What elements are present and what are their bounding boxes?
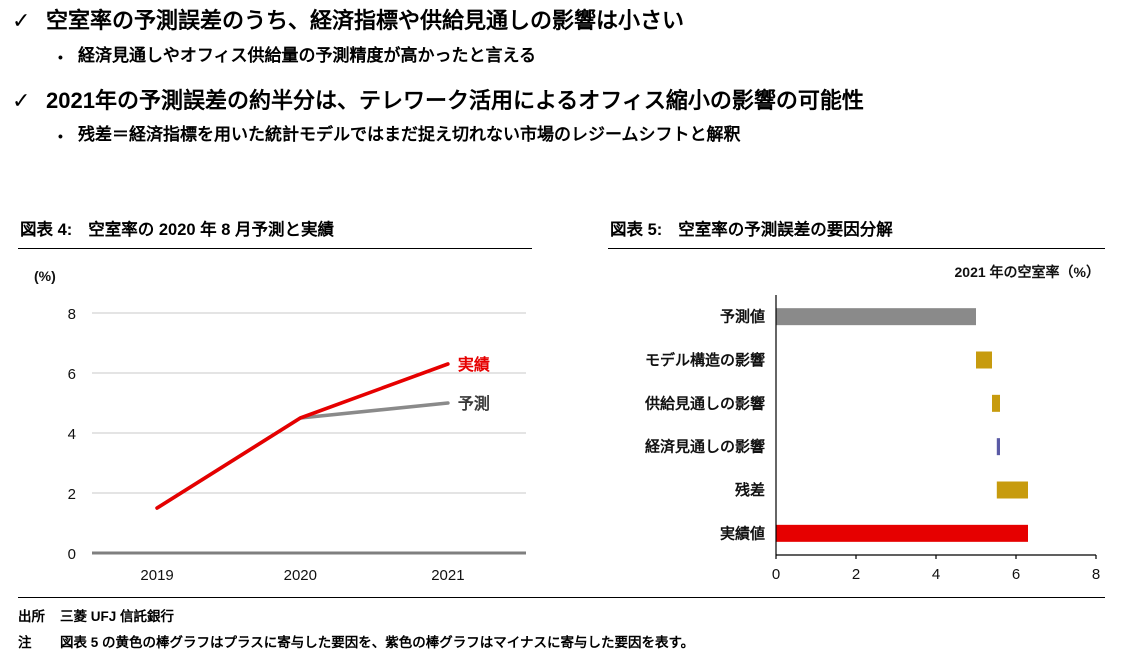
svg-text:予測: 予測 bbox=[458, 394, 490, 413]
svg-text:6: 6 bbox=[1012, 566, 1020, 583]
figure-4-title: 図表 4: 空室率の 2020 年 8 月予測と実績 bbox=[18, 214, 532, 249]
svg-text:残差: 残差 bbox=[735, 481, 765, 499]
svg-text:2021 年の空室率（%）: 2021 年の空室率（%） bbox=[955, 264, 1100, 280]
svg-text:2: 2 bbox=[68, 486, 76, 503]
bullet-item: • 経済見通しやオフィス供給量の予測精度が高かったと言える bbox=[58, 45, 1115, 67]
svg-text:4: 4 bbox=[932, 566, 940, 583]
note-label: 注 bbox=[18, 635, 32, 650]
svg-text:4: 4 bbox=[68, 426, 76, 443]
bullet-text: 2021年の予測誤差の約半分は、テレワーク活用によるオフィス縮小の影響の可能性 bbox=[46, 87, 864, 113]
figure-5-label: 図表 5: bbox=[610, 221, 663, 239]
summary-section: ✓ 空室率の予測誤差のうち、経済指標や供給見通しの影響は小さい • 経済見通しや… bbox=[12, 6, 1115, 147]
bullet-text: 残差＝経済指標を用いた統計モデルではまだ捉え切れない市場のレジームシフトと解釈 bbox=[78, 125, 741, 145]
vacancy-rate-line-chart: (%) 0 2 4 6 8 2019 2020 2021 予測 実績 bbox=[34, 268, 526, 584]
check-icon: ✓ bbox=[12, 8, 31, 33]
svg-text:2021: 2021 bbox=[431, 567, 464, 584]
svg-text:0: 0 bbox=[772, 566, 780, 583]
svg-text:モデル構造の影響: モデル構造の影響 bbox=[645, 351, 765, 369]
note-text: 図表 5 の黄色の棒グラフはプラスに寄与した要因を、紫色の棒グラフはマイナスに寄… bbox=[60, 635, 695, 650]
error-decomposition-bar-chart: 2021 年の空室率（%） 予測値モデル構造の影響供給見通しの影響経済見通しの影響… bbox=[644, 264, 1100, 583]
check-icon: ✓ bbox=[12, 87, 31, 113]
figure-5: 図表 5: 空室率の予測誤差の要因分解 2021 年の空室率（%） 予測値モデル構造… bbox=[608, 214, 1105, 599]
bullet-item: • 残差＝経済指標を用いた統計モデルではまだ捉え切れない市場のレジームシフトと解… bbox=[58, 124, 1115, 146]
dot-icon: • bbox=[58, 48, 63, 65]
figure-4-heading: 空室率の 2020 年 8 月予測と実績 bbox=[88, 221, 334, 239]
bullet-text: 空室率の予測誤差のうち、経済指標や供給見通しの影響は小さい bbox=[46, 8, 685, 33]
svg-text:経済見通しの影響: 経済見通しの影響 bbox=[645, 438, 765, 456]
svg-text:2019: 2019 bbox=[140, 567, 173, 584]
svg-text:8: 8 bbox=[1092, 566, 1100, 583]
svg-text:予測値: 予測値 bbox=[720, 308, 765, 326]
svg-text:2020: 2020 bbox=[284, 567, 317, 584]
source-text: 三菱 UFJ 信託銀行 bbox=[60, 609, 175, 624]
svg-text:(%): (%) bbox=[34, 268, 56, 284]
svg-text:2: 2 bbox=[852, 566, 860, 583]
figure-4-label: 図表 4: bbox=[20, 221, 73, 239]
bullet-item: ✓ 空室率の予測誤差のうち、経済指標や供給見通しの影響は小さい bbox=[12, 6, 1115, 36]
dot-icon: • bbox=[58, 128, 63, 145]
svg-text:実績値: 実績値 bbox=[720, 524, 765, 542]
figure-5-title: 図表 5: 空室率の予測誤差の要因分解 bbox=[608, 214, 1105, 249]
figure-5-heading: 空室率の予測誤差の要因分解 bbox=[678, 221, 893, 239]
svg-text:供給見通しの影響: 供給見通しの影響 bbox=[644, 394, 765, 412]
source-label: 出所 bbox=[18, 609, 45, 624]
svg-text:6: 6 bbox=[68, 366, 76, 383]
note-row: 注 図表 5 の黄色の棒グラフはプラスに寄与した要因を、紫色の棒グラフはマイナス… bbox=[18, 631, 1105, 651]
footer-notes: 出所 三菱 UFJ 信託銀行 注 図表 5 の黄色の棒グラフはプラスに寄与した要… bbox=[18, 597, 1105, 657]
svg-text:8: 8 bbox=[68, 306, 76, 323]
svg-text:0: 0 bbox=[68, 546, 76, 563]
bullet-item: ✓ 2021年の予測誤差の約半分は、テレワーク活用によるオフィス縮小の影響の可能… bbox=[12, 86, 1115, 116]
svg-text:実績: 実績 bbox=[458, 355, 490, 374]
figure-4: 図表 4: 空室率の 2020 年 8 月予測と実績 (%) 0 2 4 6 8 2019 20… bbox=[18, 214, 532, 599]
bullet-text: 経済見通しやオフィス供給量の予測精度が高かったと言える bbox=[78, 45, 536, 65]
source-row: 出所 三菱 UFJ 信託銀行 bbox=[18, 605, 1105, 625]
